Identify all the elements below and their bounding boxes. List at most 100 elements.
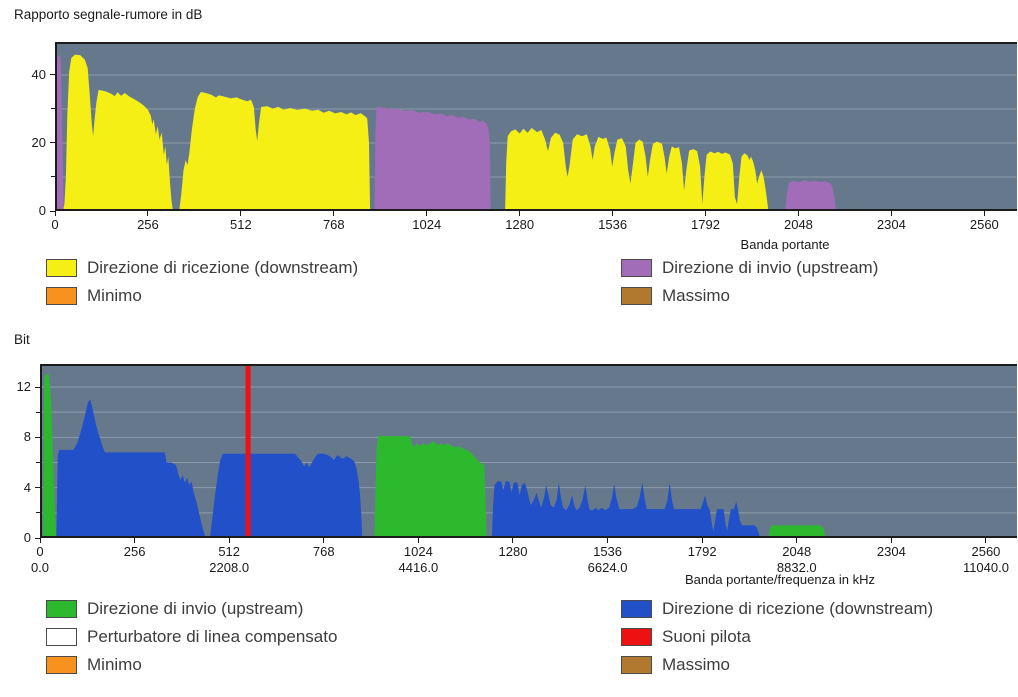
bit-legend-item-pilot-tones: Suoni pilota — [621, 626, 751, 648]
legend-label: Direzione di ricezione (downstream) — [87, 258, 359, 277]
snr-x-tick-mark — [519, 211, 521, 216]
legend-label: Direzione di invio (upstream) — [87, 599, 304, 618]
legend-label: Minimo — [87, 286, 142, 305]
legend-label: Direzione di ricezione (downstream) — [662, 599, 934, 618]
bit-x-tick-label: 256 — [123, 544, 146, 559]
bit-y-tick-label: 8 — [23, 429, 31, 445]
snr-y-tick-mark — [50, 74, 55, 76]
snr-y-tick-label: 40 — [31, 66, 46, 82]
bit-x-tick-mark — [417, 538, 419, 543]
bit-x-tick-mark — [701, 538, 703, 543]
snr-x-tick-mark — [426, 211, 428, 216]
snr-x-tick-label: 2304 — [876, 217, 906, 232]
snr-x-tick-label: 1792 — [691, 217, 720, 232]
bit-y-minor-tick-mark — [36, 411, 40, 413]
snr-x-tick-mark — [240, 211, 242, 216]
bit-y-tick-mark — [35, 386, 40, 388]
bit-x-tick-mark — [796, 538, 798, 543]
snr-legend-item-downstream: Direzione di ricezione (downstream) — [46, 257, 358, 279]
bit-x-tick-mark — [323, 538, 325, 543]
bit-x-tick-mark — [228, 538, 230, 543]
upstream-swatch — [46, 600, 77, 618]
bit-x-tick-mark — [39, 538, 41, 543]
snr-series-downstream-area — [505, 128, 769, 211]
snr-x-tick-label: 256 — [137, 217, 159, 232]
bit-y-minor-tick-mark — [36, 462, 40, 463]
legend-label: Suoni pilota — [662, 627, 751, 646]
bit-series-downstream-area — [491, 481, 761, 538]
bit-x-tick-label: 768 — [312, 544, 335, 559]
bit-khz-tick-label: 4416.0 — [398, 560, 439, 575]
snr-series-upstream-area — [374, 106, 491, 211]
compensated-line-disturber-swatch — [46, 628, 77, 646]
snr-y-tick-mark — [50, 210, 55, 212]
snr-y-tick-label: 20 — [31, 134, 46, 150]
snr-x-tick-mark — [333, 211, 335, 216]
bit-chart-svg — [40, 364, 1017, 538]
snr-y-minor-tick-mark — [51, 176, 55, 178]
bit-x-tick-mark — [512, 538, 514, 543]
snr-x-tick-mark — [705, 211, 707, 216]
snr-x-tick-label: 768 — [322, 217, 345, 232]
bit-y-tick-mark — [35, 436, 40, 438]
snr-chart-svg — [55, 42, 1017, 211]
snr-x-tick-mark — [797, 211, 799, 216]
snr-x-tick-mark — [147, 211, 149, 216]
snr-x-tick-label: 2048 — [783, 217, 813, 232]
snr-x-tick-mark — [54, 211, 56, 216]
bit-y-tick-label: 0 — [23, 530, 31, 545]
bit-series-downstream-area — [56, 399, 363, 538]
bit-legend-item-upstream: Direzione di invio (upstream) — [46, 598, 303, 620]
bit-x-tick-mark — [607, 538, 609, 543]
downstream-swatch — [621, 600, 652, 618]
snr-series-downstream-area — [62, 54, 371, 211]
snr-chart-title: Rapporto segnale-rumore in dB — [14, 7, 203, 22]
snr-y-tick-label: 0 — [38, 203, 46, 218]
bit-plot-area — [40, 364, 1017, 538]
bit-y-tick-label: 12 — [16, 379, 31, 395]
bit-y-tick-mark — [35, 487, 40, 489]
bit-legend-item-minimum: Minimo — [46, 654, 142, 676]
bit-y-minor-tick-mark — [36, 512, 40, 514]
bit-x-tick-label: 1024 — [403, 544, 433, 559]
bit-series-upstream-area — [374, 436, 487, 538]
bit-khz-tick-label: 2208.0 — [209, 560, 250, 575]
snr-x-tick-mark — [983, 211, 985, 216]
snr-x-tick-label: 1280 — [505, 217, 535, 232]
snr-legend-item-maximum: Massimo — [621, 285, 730, 307]
bit-x-tick-label: 2048 — [782, 544, 812, 559]
snr-x-tick-label: 1024 — [412, 217, 442, 232]
snr-y-minor-tick-mark — [51, 108, 55, 110]
bit-series-pilot-tones-area — [245, 364, 251, 538]
bit-x-tick-label: 1280 — [498, 544, 528, 559]
snr-x-tick-mark — [890, 211, 892, 216]
snr-x-tick-label: 512 — [230, 217, 252, 232]
bit-legend-item-downstream: Direzione di ricezione (downstream) — [621, 598, 933, 620]
snr-x-tick-label: 1536 — [598, 217, 628, 232]
bit-series-upstream-area — [768, 525, 826, 538]
legend-label: Perturbatore di linea compensato — [87, 627, 338, 646]
bit-x-tick-label: 0 — [36, 544, 44, 559]
snr-x-axis-title: Banda portante — [740, 237, 830, 252]
bit-khz-tick-label: 8832.0 — [776, 560, 817, 575]
snr-plot-area — [55, 42, 1017, 211]
maximum-swatch — [621, 287, 652, 305]
maximum-swatch — [621, 656, 652, 674]
snr-series-upstream-area — [785, 180, 837, 211]
snr-x-tick-mark — [612, 211, 614, 216]
legend-label: Massimo — [662, 286, 731, 305]
downstream-swatch — [46, 259, 77, 277]
snr-y-tick-mark — [50, 142, 55, 144]
snr-legend-item-upstream: Direzione di invio (upstream) — [621, 257, 878, 279]
bit-x-tick-label: 2304 — [876, 544, 906, 559]
bit-legend: Direzione di invio (upstream) Direzione d… — [46, 598, 1006, 688]
upstream-swatch — [621, 259, 652, 277]
bit-khz-tick-label: 11040.0 — [962, 560, 1009, 575]
bit-legend-item-maximum: Massimo — [621, 654, 730, 676]
bit-x-tick-label: 2560 — [971, 544, 1001, 559]
minimum-swatch — [46, 287, 77, 305]
bit-x-tick-mark — [134, 538, 136, 543]
bit-x-tick-mark — [985, 538, 987, 543]
bit-y-tick-mark — [35, 537, 40, 539]
